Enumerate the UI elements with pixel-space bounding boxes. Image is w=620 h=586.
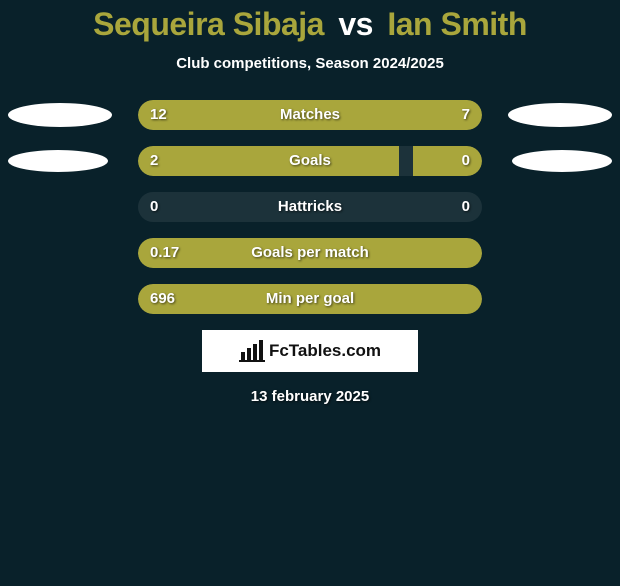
stat-label: Min per goal [138,284,482,314]
comparison-title: Sequeira Sibaja vs Ian Smith [0,6,620,43]
stat-label: Matches [138,100,482,130]
player1-marker [8,103,112,127]
stat-label: Goals per match [138,238,482,268]
fctables-logo: FcTables.com [202,330,418,372]
value-right: 7 [462,100,470,130]
player2-marker [512,150,612,172]
subtitle: Club competitions, Season 2024/2025 [0,55,620,72]
stats-chart: Matches127Goals20Hattricks00Goals per ma… [0,100,620,314]
stat-row: Hattricks0 0 [0,192,620,222]
logo-text: FcTables.com [269,341,381,361]
snapshot-date: 13 february 2025 [0,388,620,405]
player1-name: Sequeira Sibaja [93,6,324,42]
stat-row: Min per goal696 [0,284,620,314]
stat-row: Goals2 0 [0,146,620,176]
player1-marker [8,150,108,172]
player2-name: Ian Smith [387,6,527,42]
value-left: 12 [150,100,167,130]
stat-label: Goals [138,146,482,176]
value-left: 2 [150,146,158,176]
stat-row: Goals per match0.17 [0,238,620,268]
stat-row: Matches12 7 [0,100,620,130]
value-left: 0.17 [150,238,179,268]
vs-text: vs [338,6,373,42]
value-left: 0 [150,192,158,222]
player2-marker [508,103,612,127]
value-right: 0 [462,146,470,176]
value-right: 0 [462,192,470,222]
stat-label: Hattricks [138,192,482,222]
bar-chart-icon [239,340,265,362]
value-left: 696 [150,284,175,314]
